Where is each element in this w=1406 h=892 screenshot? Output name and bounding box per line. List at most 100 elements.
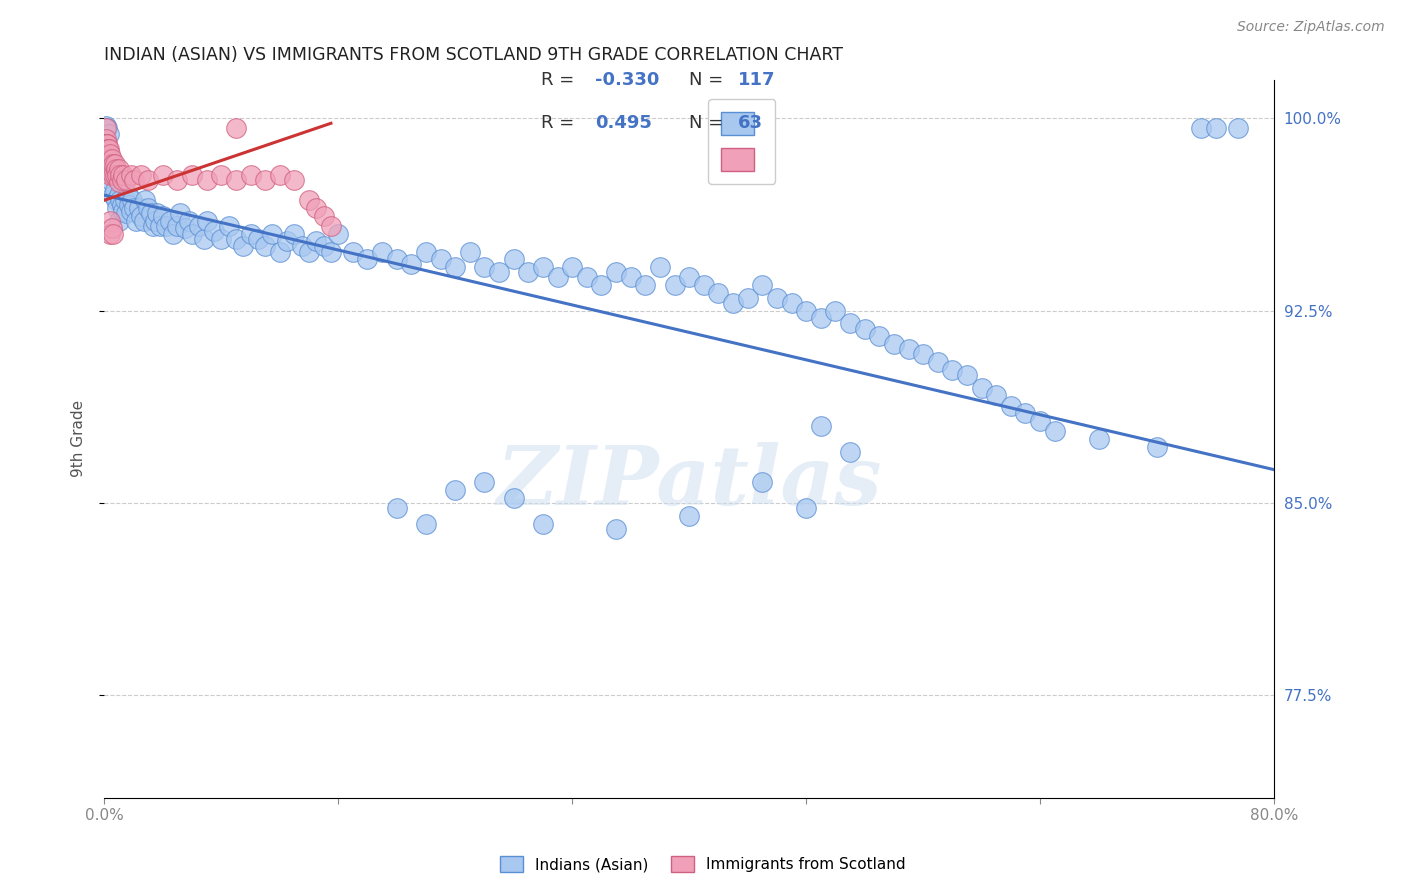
Text: N =: N = [689, 71, 728, 89]
Y-axis label: 9th Grade: 9th Grade [72, 401, 86, 477]
Point [111, 198, 134, 212]
Point [96, 152, 118, 166]
Point [162, 227, 184, 241]
Point [166, 219, 188, 233]
Point [209, 232, 232, 246]
Point [474, 475, 496, 490]
Point [108, 188, 131, 202]
Point [108, 214, 131, 228]
Point [115, 206, 138, 220]
Point [531, 260, 554, 274]
Point [810, 419, 832, 434]
Point [970, 380, 993, 394]
Point [98, 147, 121, 161]
Point [269, 244, 291, 259]
Legend: Indians (Asian), Immigrants from Scotland: Indians (Asian), Immigrants from Scotlan… [492, 848, 914, 880]
Point [751, 277, 773, 292]
Point [108, 175, 131, 189]
Point [101, 157, 124, 171]
Point [97, 157, 120, 171]
Point [132, 214, 155, 228]
Point [319, 219, 342, 233]
Point [94, 121, 117, 136]
Point [269, 168, 291, 182]
Point [956, 368, 979, 382]
Point [195, 172, 218, 186]
Point [155, 219, 177, 233]
Point [927, 355, 949, 369]
Point [122, 201, 145, 215]
Point [146, 206, 169, 220]
Point [129, 209, 152, 223]
Point [385, 252, 408, 267]
Point [188, 219, 211, 233]
Point [195, 214, 218, 228]
Point [986, 388, 1008, 402]
Point [531, 516, 554, 531]
Point [96, 157, 118, 171]
Point [356, 252, 378, 267]
Point [575, 270, 598, 285]
Point [415, 244, 437, 259]
Point [678, 508, 700, 523]
Point [1087, 432, 1109, 446]
Point [1043, 424, 1066, 438]
Point [101, 227, 124, 241]
Point [853, 321, 876, 335]
Point [115, 172, 138, 186]
Point [298, 193, 321, 207]
Point [193, 232, 215, 246]
Point [114, 193, 136, 207]
Point [96, 142, 118, 156]
Point [104, 162, 127, 177]
Point [94, 136, 117, 151]
Point [128, 201, 150, 215]
Point [103, 183, 125, 197]
Point [129, 168, 152, 182]
Point [488, 265, 510, 279]
Point [94, 142, 117, 156]
Point [737, 291, 759, 305]
Point [117, 188, 139, 202]
Point [134, 193, 156, 207]
Point [96, 147, 118, 161]
Point [103, 157, 125, 171]
Point [181, 168, 204, 182]
Point [96, 136, 118, 151]
Point [96, 147, 118, 161]
Point [97, 142, 120, 156]
Legend: , : , [709, 100, 775, 184]
Point [1189, 121, 1212, 136]
Point [152, 168, 174, 182]
Point [328, 227, 350, 241]
Point [96, 157, 118, 171]
Point [239, 168, 262, 182]
Point [97, 152, 120, 166]
Point [96, 147, 118, 161]
Point [122, 172, 145, 186]
Point [169, 206, 191, 220]
Point [177, 214, 200, 228]
Point [312, 209, 335, 223]
Text: 63: 63 [738, 114, 763, 132]
Point [96, 145, 118, 159]
Point [429, 252, 451, 267]
Point [824, 303, 846, 318]
Point [291, 239, 314, 253]
Point [1205, 121, 1227, 136]
Point [125, 214, 148, 228]
Point [605, 265, 627, 279]
Point [103, 168, 125, 182]
Point [721, 296, 744, 310]
Point [112, 168, 135, 182]
Point [415, 516, 437, 531]
Point [591, 277, 613, 292]
Point [110, 168, 132, 182]
Point [751, 475, 773, 490]
Point [648, 260, 671, 274]
Point [547, 270, 569, 285]
Text: R =: R = [541, 71, 581, 89]
Point [96, 136, 118, 151]
Point [254, 239, 277, 253]
Point [474, 260, 496, 274]
